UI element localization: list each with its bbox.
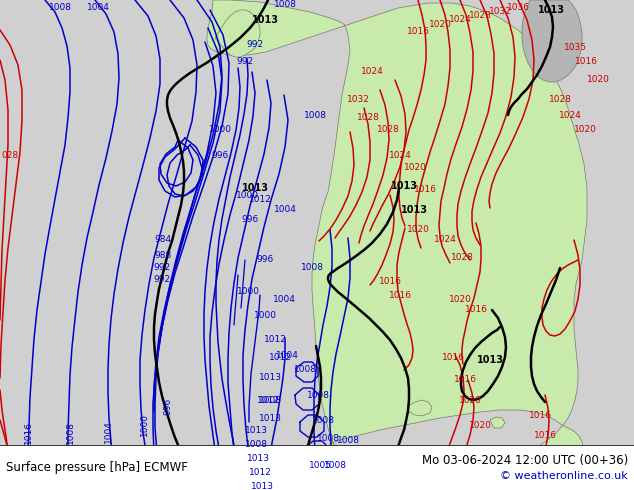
Polygon shape	[408, 400, 432, 416]
Text: 992: 992	[236, 57, 254, 67]
Text: © weatheronline.co.uk: © weatheronline.co.uk	[500, 470, 628, 481]
Text: 1016: 1016	[413, 186, 436, 195]
Text: 1024: 1024	[361, 68, 384, 76]
Text: 1000: 1000	[139, 413, 148, 436]
Bar	[0, 445, 634, 490]
Polygon shape	[490, 417, 505, 428]
Text: 992: 992	[247, 41, 264, 49]
Text: Surface pressure [hPa] ECMWF: Surface pressure [hPa] ECMWF	[6, 461, 188, 474]
Text: 1013: 1013	[477, 355, 503, 365]
Text: 1013: 1013	[242, 183, 269, 193]
Text: 1000: 1000	[236, 288, 259, 296]
Text: 1004: 1004	[273, 295, 295, 304]
Text: 996: 996	[242, 216, 259, 224]
Text: 1013: 1013	[401, 205, 427, 215]
Text: 1016: 1016	[23, 420, 32, 443]
Polygon shape	[215, 10, 260, 57]
Text: 1008: 1008	[245, 440, 268, 448]
Text: 1008: 1008	[48, 3, 72, 13]
Text: 1020: 1020	[574, 125, 597, 134]
Text: 1020: 1020	[449, 295, 472, 304]
Text: 1008: 1008	[259, 395, 281, 405]
Text: 1013: 1013	[391, 181, 418, 191]
Text: 1016: 1016	[465, 305, 488, 315]
Text: 1012: 1012	[249, 196, 271, 204]
Text: 1008: 1008	[65, 420, 75, 443]
Text: 1008: 1008	[311, 416, 335, 424]
Text: 1020: 1020	[429, 21, 451, 29]
Text: 1013: 1013	[538, 5, 564, 15]
Polygon shape	[207, 0, 587, 482]
Text: 1024: 1024	[449, 16, 471, 24]
Text: 1004: 1004	[273, 205, 297, 215]
Text: 1012: 1012	[249, 467, 271, 476]
Text: 1016: 1016	[378, 277, 401, 287]
Text: 1016: 1016	[406, 27, 429, 36]
Text: 1016: 1016	[533, 431, 557, 440]
Text: 1020: 1020	[469, 420, 491, 430]
Text: 1028: 1028	[469, 11, 491, 21]
Text: 1008: 1008	[323, 461, 347, 469]
Text: 1020: 1020	[404, 164, 427, 172]
Text: 1013: 1013	[245, 425, 268, 435]
Polygon shape	[522, 0, 582, 82]
Text: 1024: 1024	[559, 111, 581, 120]
Text: 1028: 1028	[356, 114, 379, 122]
Text: 1013: 1013	[247, 454, 269, 463]
Text: 1004: 1004	[276, 350, 299, 360]
Text: 028: 028	[1, 150, 18, 160]
Text: 1013: 1013	[252, 15, 278, 25]
Text: 1004: 1004	[87, 3, 110, 13]
Text: 1024: 1024	[389, 150, 411, 160]
Text: 992: 992	[153, 275, 171, 285]
Text: 1013: 1013	[259, 414, 281, 422]
Text: 992: 992	[153, 264, 171, 272]
Text: 1008: 1008	[294, 366, 316, 374]
Text: 1020: 1020	[458, 395, 481, 405]
Text: 1016: 1016	[529, 411, 552, 419]
Text: 1008: 1008	[306, 391, 330, 399]
Text: 1036: 1036	[507, 3, 529, 13]
Text: 1028: 1028	[548, 96, 571, 104]
Text: 1032: 1032	[489, 7, 512, 17]
Text: 1035: 1035	[564, 44, 586, 52]
Text: 1008: 1008	[301, 264, 323, 272]
Text: 1013: 1013	[259, 373, 281, 383]
Text: 1008: 1008	[273, 0, 297, 9]
Text: 1016: 1016	[574, 57, 597, 67]
Text: 1000: 1000	[254, 311, 276, 319]
Text: 1016: 1016	[441, 353, 465, 363]
Text: 1020: 1020	[406, 225, 429, 235]
Text: 1028: 1028	[377, 125, 399, 134]
Text: 1008: 1008	[316, 434, 339, 442]
Text: 1013: 1013	[250, 482, 273, 490]
Text: 1028: 1028	[451, 253, 474, 263]
Text: 1008: 1008	[337, 436, 359, 444]
Text: 1004: 1004	[103, 420, 112, 443]
Text: 1012: 1012	[264, 336, 287, 344]
Text: 1016: 1016	[453, 375, 477, 385]
Text: 1008: 1008	[304, 111, 327, 120]
Text: 1000: 1000	[235, 191, 259, 199]
Text: 1000: 1000	[209, 125, 231, 134]
Text: 1016: 1016	[389, 291, 411, 299]
Text: 988: 988	[154, 250, 172, 260]
Text: 996: 996	[164, 397, 172, 415]
Text: 1005: 1005	[309, 461, 332, 469]
Text: 1032: 1032	[347, 96, 370, 104]
Text: Mo 03-06-2024 12:00 UTC (00+36): Mo 03-06-2024 12:00 UTC (00+36)	[422, 454, 628, 467]
Text: 1012: 1012	[269, 353, 292, 363]
Text: 1024: 1024	[434, 236, 456, 245]
Text: 984: 984	[155, 236, 172, 245]
Text: 996: 996	[211, 150, 229, 160]
Text: 1012: 1012	[257, 395, 280, 405]
Text: 1020: 1020	[586, 75, 609, 84]
Text: 996: 996	[256, 255, 274, 265]
